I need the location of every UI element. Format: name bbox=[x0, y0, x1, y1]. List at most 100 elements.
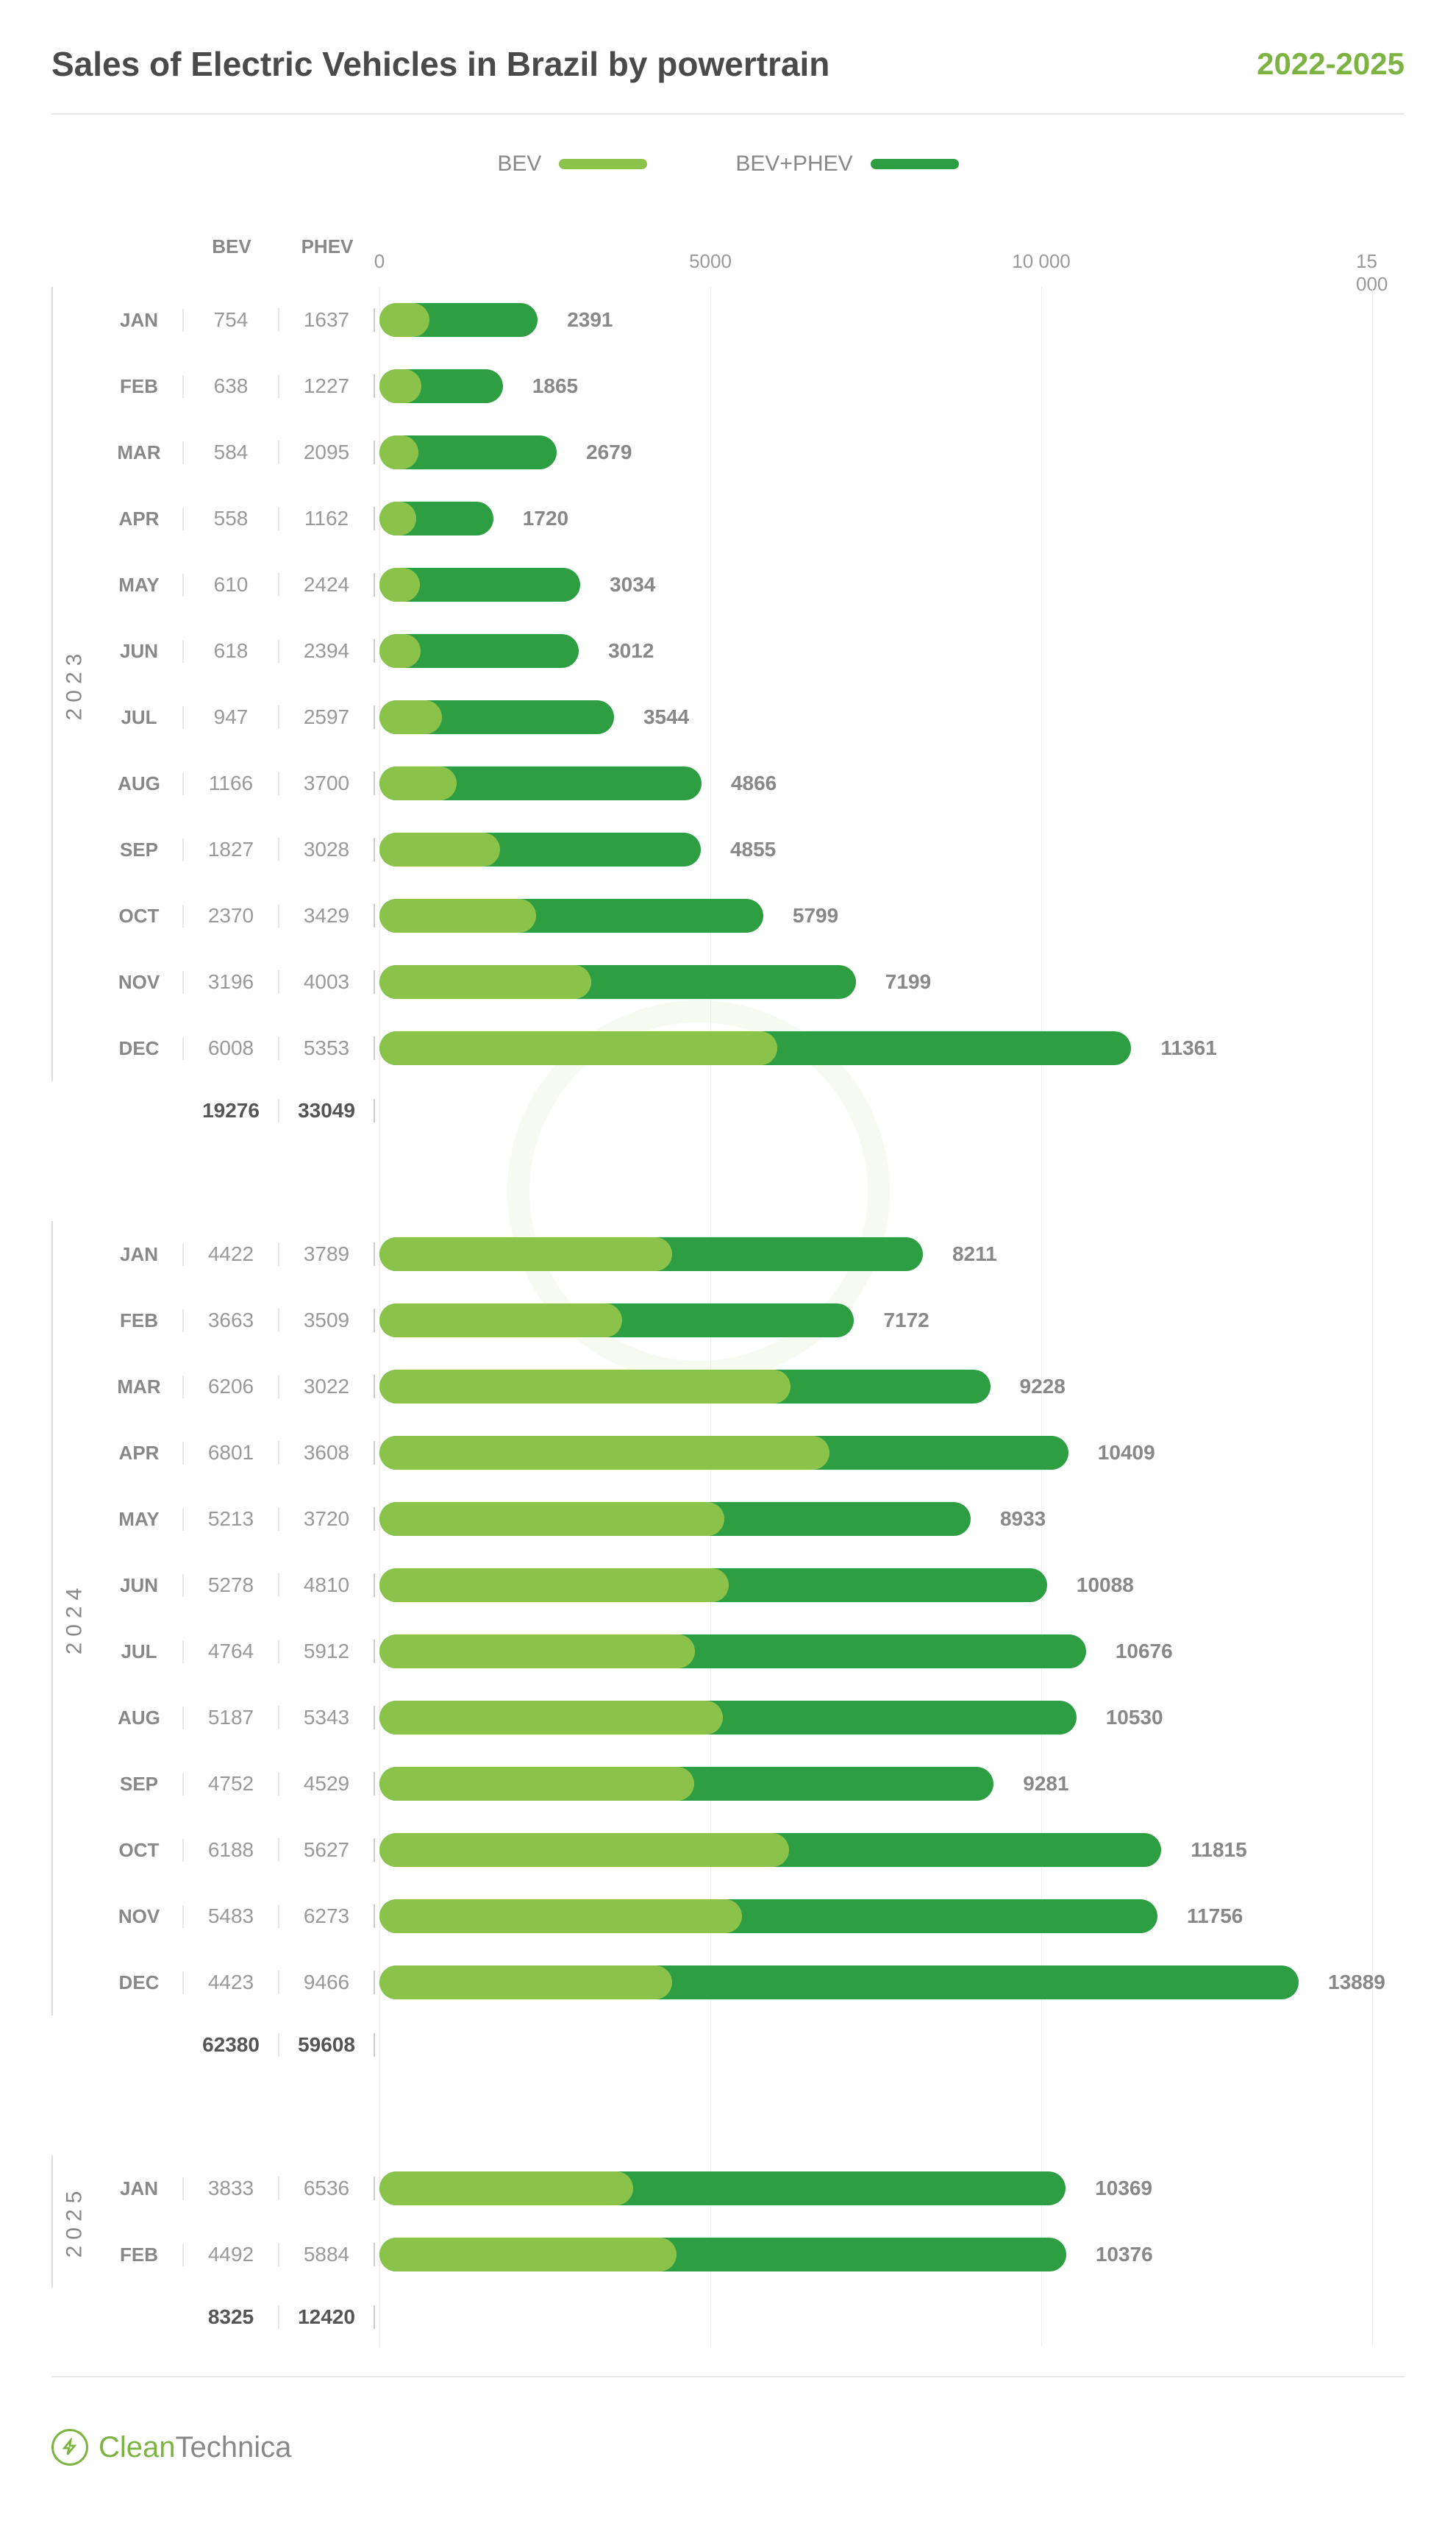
cell-bars: 1865 bbox=[375, 353, 1405, 419]
cell-bars: 3012 bbox=[375, 618, 1405, 684]
cell-bev: 6188 bbox=[184, 1838, 279, 1862]
cell-bev: 4764 bbox=[184, 1640, 279, 1663]
total-phev: 59608 bbox=[279, 2033, 375, 2057]
cell-month: NOV bbox=[96, 971, 184, 994]
table-row: APR 558 1162 1720 bbox=[96, 485, 1405, 552]
table-row: FEB 4492 5884 10376 bbox=[96, 2221, 1405, 2288]
bar-total-label: 11756 bbox=[1187, 1904, 1243, 1928]
bar-bev bbox=[379, 1502, 724, 1536]
cell-month: MAR bbox=[96, 1376, 184, 1398]
cell-month: MAY bbox=[96, 1508, 184, 1531]
cell-bars: 11756 bbox=[375, 1883, 1405, 1949]
col-header-phev: PHEV bbox=[279, 235, 375, 287]
cell-bars: 3034 bbox=[375, 552, 1405, 618]
cell-month: FEB bbox=[96, 375, 184, 398]
cell-bars: 10088 bbox=[375, 1552, 1405, 1618]
bar-bev bbox=[379, 965, 591, 999]
cell-bars: 10676 bbox=[375, 1618, 1405, 1684]
cell-bars: 5799 bbox=[375, 883, 1405, 949]
table-row: SEP 1827 3028 4855 bbox=[96, 816, 1405, 883]
bar-total-label: 1865 bbox=[532, 374, 578, 398]
cell-phev: 4003 bbox=[279, 970, 375, 994]
bar-bev bbox=[379, 766, 457, 800]
bar-total-label: 1720 bbox=[523, 507, 568, 530]
cell-bev: 4492 bbox=[184, 2243, 279, 2266]
bar-bev bbox=[379, 1899, 742, 1933]
table-row: SEP 4752 4529 9281 bbox=[96, 1751, 1405, 1817]
cell-phev: 1637 bbox=[279, 308, 375, 332]
bar-bev bbox=[379, 502, 416, 536]
cell-bars: 8933 bbox=[375, 1486, 1405, 1552]
table-row: MAY 610 2424 3034 bbox=[96, 552, 1405, 618]
legend-item-total: BEV+PHEV bbox=[735, 152, 958, 177]
cell-bev: 3196 bbox=[184, 970, 279, 994]
cell-bars: 11361 bbox=[375, 1015, 1405, 1081]
table-row: JAN 754 1637 2391 bbox=[96, 287, 1405, 353]
bar-bev bbox=[379, 1701, 723, 1735]
bar-bev bbox=[379, 1436, 829, 1470]
cell-bars: 4866 bbox=[375, 750, 1405, 816]
cell-bev: 5483 bbox=[184, 1904, 279, 1928]
table-row: JUN 5278 4810 10088 bbox=[96, 1552, 1405, 1618]
bar-bev bbox=[379, 1237, 672, 1271]
cell-bars: 1720 bbox=[375, 485, 1405, 552]
cell-month: AUG bbox=[96, 1707, 184, 1729]
bar-total-label: 2391 bbox=[567, 308, 613, 332]
cell-month: JAN bbox=[96, 2177, 184, 2200]
cell-bars: 10409 bbox=[375, 1420, 1405, 1486]
cell-phev: 3789 bbox=[279, 1242, 375, 1266]
table-row: MAY 5213 3720 8933 bbox=[96, 1486, 1405, 1552]
bar-total-label: 5799 bbox=[793, 904, 838, 928]
table-row: JUL 947 2597 3544 bbox=[96, 684, 1405, 750]
cell-month: OCT bbox=[96, 905, 184, 928]
year-total-row: 62380 59608 bbox=[51, 2016, 1405, 2074]
bar-bev bbox=[379, 303, 429, 337]
cell-bev: 5278 bbox=[184, 1573, 279, 1597]
cell-bev: 3663 bbox=[184, 1309, 279, 1332]
table-row: DEC 4423 9466 13889 bbox=[96, 1949, 1405, 2016]
cell-bars: 10376 bbox=[375, 2221, 1405, 2288]
footer-brand-b: Technica bbox=[176, 2431, 292, 2463]
bar-total-label: 10369 bbox=[1095, 2177, 1152, 2200]
cell-bars: 8211 bbox=[375, 1221, 1405, 1287]
bar-total-label: 10530 bbox=[1106, 1706, 1163, 1729]
cell-bars: 2679 bbox=[375, 419, 1405, 485]
bar-total-label: 8933 bbox=[1000, 1507, 1046, 1531]
chart: BEV PHEV 0500010 00015 000 2023 JAN 754 … bbox=[51, 235, 1405, 2347]
bar-total-label: 8211 bbox=[952, 1242, 997, 1266]
cell-month: MAR bbox=[96, 441, 184, 464]
cell-phev: 5353 bbox=[279, 1036, 375, 1060]
bar-total-label: 10676 bbox=[1116, 1640, 1173, 1663]
cell-bev: 6206 bbox=[184, 1375, 279, 1398]
bar-total-label: 10088 bbox=[1077, 1573, 1134, 1597]
bar-total-label: 2679 bbox=[586, 441, 632, 464]
cell-bev: 947 bbox=[184, 705, 279, 729]
bar-bev bbox=[379, 1767, 694, 1801]
table-row: MAR 584 2095 2679 bbox=[96, 419, 1405, 485]
cell-phev: 1162 bbox=[279, 507, 375, 530]
bar-bev bbox=[379, 2238, 677, 2271]
chart-date-range: 2022-2025 bbox=[1257, 46, 1405, 82]
bar-bev bbox=[379, 1031, 777, 1065]
year-label: 2025 bbox=[62, 2185, 87, 2258]
cell-phev: 3720 bbox=[279, 1507, 375, 1531]
cell-bev: 610 bbox=[184, 573, 279, 597]
chart-title: Sales of Electric Vehicles in Brazil by … bbox=[51, 44, 829, 84]
axis-tick-label: 10 000 bbox=[1012, 250, 1071, 273]
bar-bev bbox=[379, 369, 421, 403]
total-bev: 62380 bbox=[184, 2033, 279, 2057]
x-axis: 0500010 00015 000 bbox=[375, 235, 1405, 287]
cell-bars: 13889 bbox=[375, 1949, 1405, 2016]
year-total-row: 8325 12420 bbox=[51, 2288, 1405, 2347]
total-phev: 12420 bbox=[279, 2305, 375, 2329]
cell-bev: 2370 bbox=[184, 904, 279, 928]
bar-total-label: 9228 bbox=[1020, 1375, 1066, 1398]
cell-month: FEB bbox=[96, 2244, 184, 2266]
legend-label-total: BEV+PHEV bbox=[735, 152, 852, 177]
cell-bars: 4855 bbox=[375, 816, 1405, 883]
axis-tick-label: 5000 bbox=[689, 250, 732, 273]
year-section: 2023 JAN 754 1637 2391 FEB 638 1227 1865 bbox=[51, 287, 1405, 1081]
cell-month: JUN bbox=[96, 640, 184, 663]
bar-total-label: 11815 bbox=[1191, 1838, 1246, 1862]
cell-bev: 1827 bbox=[184, 838, 279, 861]
